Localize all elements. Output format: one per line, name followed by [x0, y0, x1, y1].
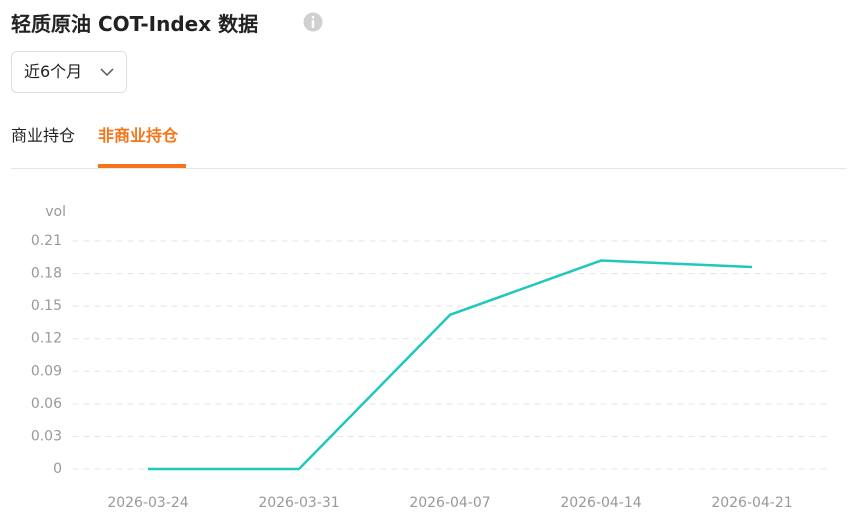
page-title: 轻质原油 COT-Index 数据: [11, 12, 259, 36]
y-tick-label: 0.21: [31, 233, 62, 249]
chevron: [100, 68, 114, 77]
x-tick-label: 2026-04-21: [711, 495, 792, 511]
y-tick-label: 0.09: [31, 363, 62, 379]
tab-underline: [98, 164, 186, 168]
y-tick-label: 0: [53, 461, 62, 477]
y-tick-label: 0.15: [31, 298, 62, 314]
data-line: [148, 259, 753, 471]
divider: [11, 168, 847, 169]
period-dropdown[interactable]: 近6个月: [11, 51, 127, 93]
info-icon[interactable]: [303, 12, 323, 32]
y-tick-label: 0.12: [31, 331, 62, 347]
y-tick-label: 0.03: [31, 428, 62, 444]
x-tick-label: 2026-03-24: [107, 495, 188, 511]
y-tick-label: 0.18: [31, 266, 62, 282]
tab[interactable]: 非商业持仓: [98, 126, 179, 145]
y-tick-label: 0.06: [31, 396, 62, 412]
dropdown-label: 近6个月: [24, 62, 83, 81]
x-tick-label: 2026-04-07: [409, 495, 490, 511]
y-axis-label: vol: [45, 204, 66, 220]
tab[interactable]: 商业持仓: [11, 126, 76, 145]
x-tick-label: 2026-04-14: [560, 495, 641, 511]
x-tick-label: 2026-03-31: [258, 495, 339, 511]
